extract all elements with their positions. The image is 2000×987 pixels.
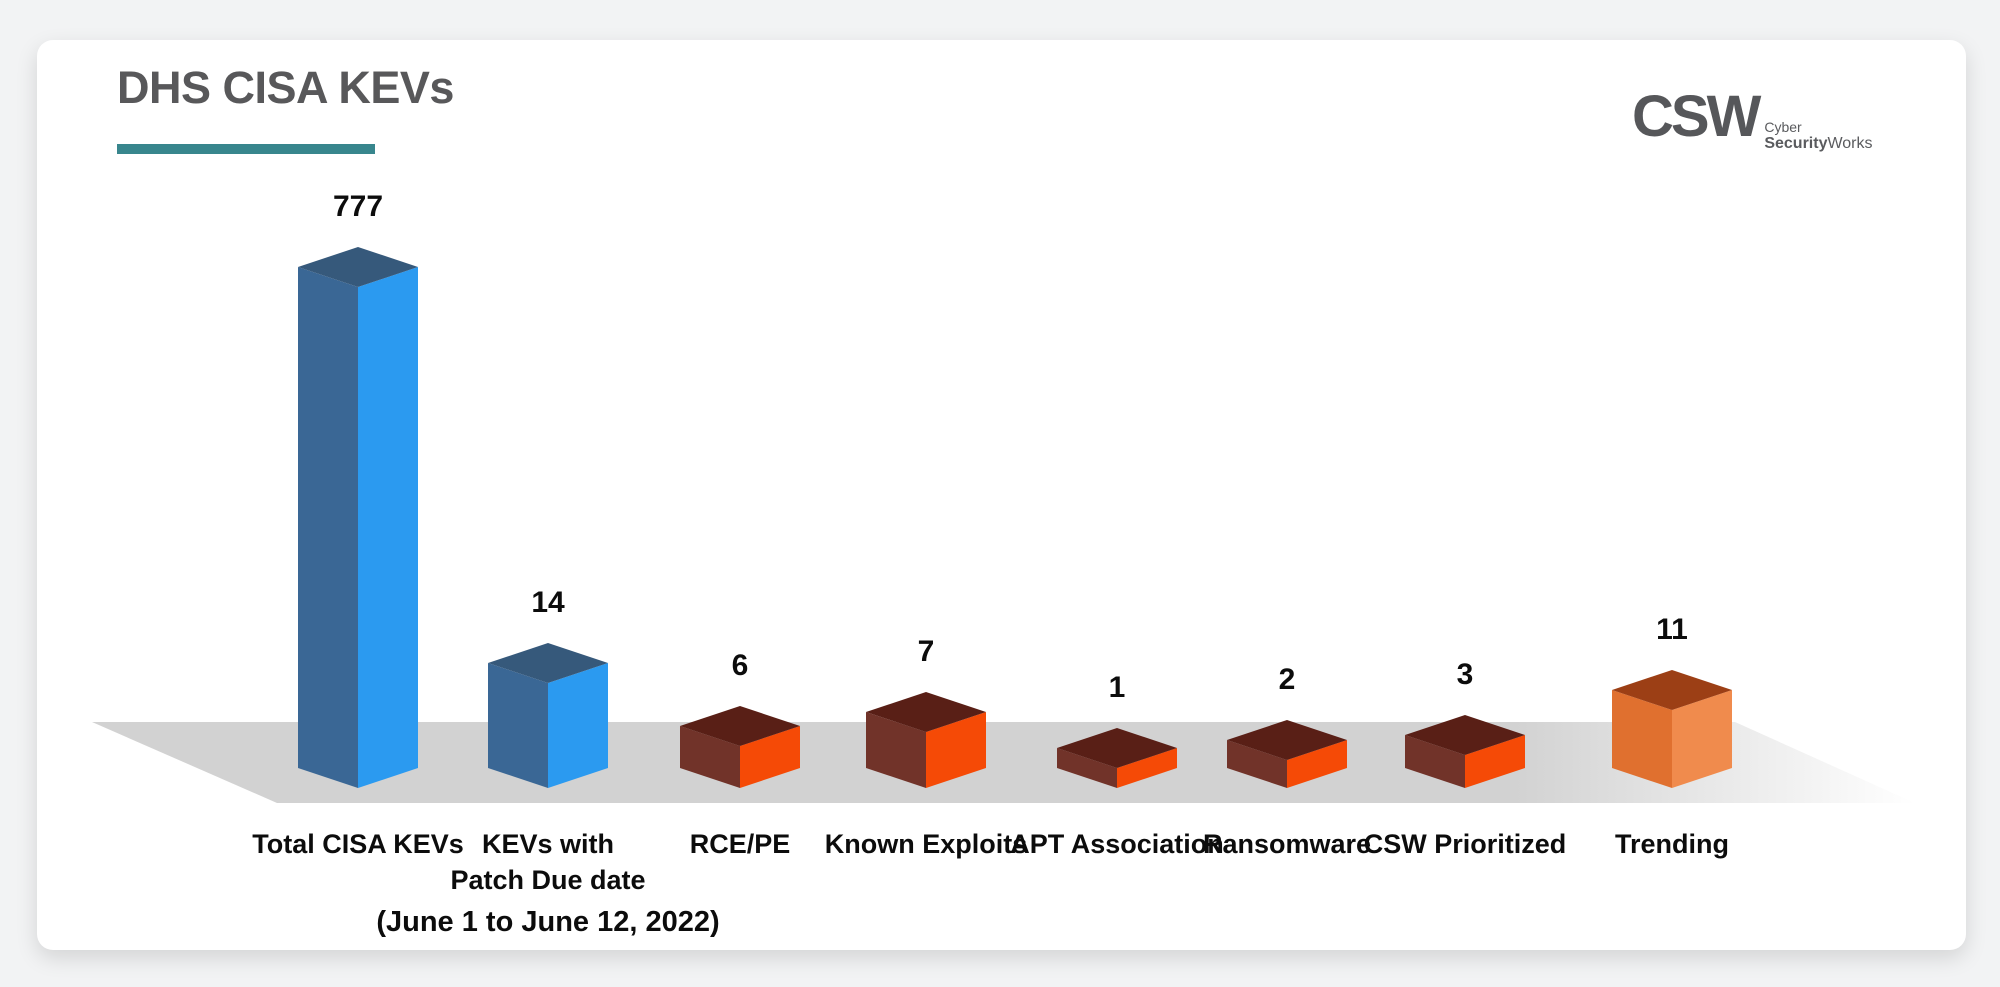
bar-right-face <box>926 712 986 788</box>
bar-top-face <box>866 692 986 732</box>
bar-category-label-trending: Trending <box>1492 826 1852 862</box>
bar-3d-kevs-with-patch-due-date <box>488 643 608 788</box>
category-label-line: Known Exploits <box>824 829 1028 859</box>
bar-top-face <box>1612 670 1732 710</box>
category-sublabel: (June 1 to June 12, 2022) <box>376 906 720 938</box>
bar-value-label-ransomware: 2 <box>1278 663 1296 696</box>
bar-top-face <box>488 643 608 683</box>
bar-3d-known-exploits <box>866 692 986 788</box>
csw-logo-tagline-line1: Cyber <box>1764 119 1802 135</box>
bar-left-face <box>1057 748 1117 788</box>
bar-top-face <box>1405 715 1525 755</box>
bar-category-label-kevs-with-patch-due-date: KEVs with Patch Due date (June 1 to June 1… <box>368 826 728 940</box>
chart-canvas <box>298 247 1732 788</box>
bar-right-face <box>548 663 608 788</box>
bar-3d-csw-prioritized <box>1405 715 1525 788</box>
bar-left-face <box>488 663 548 788</box>
bar-left-face <box>1612 690 1672 788</box>
bar-3d-trending <box>1612 670 1732 788</box>
bar-left-face <box>680 726 740 788</box>
bar-left-face <box>866 712 926 788</box>
page-title: DHS CISA KEVs <box>117 62 454 113</box>
bar-3d-apt-association <box>1057 728 1177 788</box>
bar-right-face <box>1117 748 1177 788</box>
category-label-line: Total CISA KEVs <box>252 829 464 859</box>
bar-right-face <box>1287 740 1347 788</box>
bar-value-label-apt-association: 1 <box>1108 671 1126 704</box>
bar-value-label-known-exploits: 7 <box>917 635 935 668</box>
bar-category-label-total-cisa-kevs: Total CISA KEVs <box>178 826 538 862</box>
bar-3d-rce-pe <box>680 706 800 788</box>
bar-left-face <box>1227 740 1287 788</box>
csw-logo-tagline-bold: Security <box>1764 135 1828 153</box>
bar-top-face <box>298 247 418 287</box>
title-underline <box>117 144 375 154</box>
bar-3d-ransomware <box>1227 720 1347 788</box>
category-label-line: CSW Prioritized <box>1363 829 1567 859</box>
bar-right-face <box>1672 690 1732 788</box>
bar-right-face <box>740 726 800 788</box>
csw-logo-tagline-line2: SecurityWorks <box>1764 135 1872 153</box>
bar-top-face <box>680 706 800 746</box>
bar-value-label-csw-prioritized: 3 <box>1456 658 1474 691</box>
bar-category-label-known-exploits: Known Exploits <box>746 826 1106 862</box>
bar-3d-total-cisa-kevs <box>298 247 418 788</box>
bar-top-face <box>1227 720 1347 760</box>
csw-logo-acronym: CSW <box>1632 84 1761 149</box>
bar-top-face <box>1057 728 1177 768</box>
chart-card: DHS CISA KEVs CSW Cyber SecurityWorks 77… <box>37 40 1966 950</box>
bar-category-label-apt-association: APT Association <box>937 826 1297 862</box>
category-label-line: KEVs with <box>481 829 615 859</box>
bar-left-face <box>298 267 358 788</box>
category-label-line: Trending <box>1615 829 1729 859</box>
bar-value-label-trending: 11 <box>1656 613 1688 646</box>
bar-value-label-kevs-with-patch-due-date: 14 <box>531 586 565 619</box>
category-label-line: RCE/PE <box>689 829 791 859</box>
bar-value-label-total-cisa-kevs: 777 <box>332 190 384 223</box>
bar-right-face <box>1465 735 1525 788</box>
bar-value-label-rce-pe: 6 <box>731 649 749 682</box>
csw-logo: CSW Cyber SecurityWorks <box>1632 88 1873 153</box>
category-label-line: Ransomware <box>1202 829 1372 859</box>
bar-left-face <box>1405 735 1465 788</box>
bar-category-label-ransomware: Ransomware <box>1107 826 1467 862</box>
category-label-line: APT Association <box>1010 829 1224 859</box>
csw-logo-tagline-regular: Works <box>1827 135 1873 153</box>
bar-category-label-rce-pe: RCE/PE <box>560 826 920 862</box>
category-label-line: Patch Due date <box>450 865 646 895</box>
bar-right-face <box>358 267 418 788</box>
bar-category-label-csw-prioritized: CSW Prioritized <box>1285 826 1645 862</box>
csw-logo-tagline: Cyber SecurityWorks <box>1764 119 1872 153</box>
